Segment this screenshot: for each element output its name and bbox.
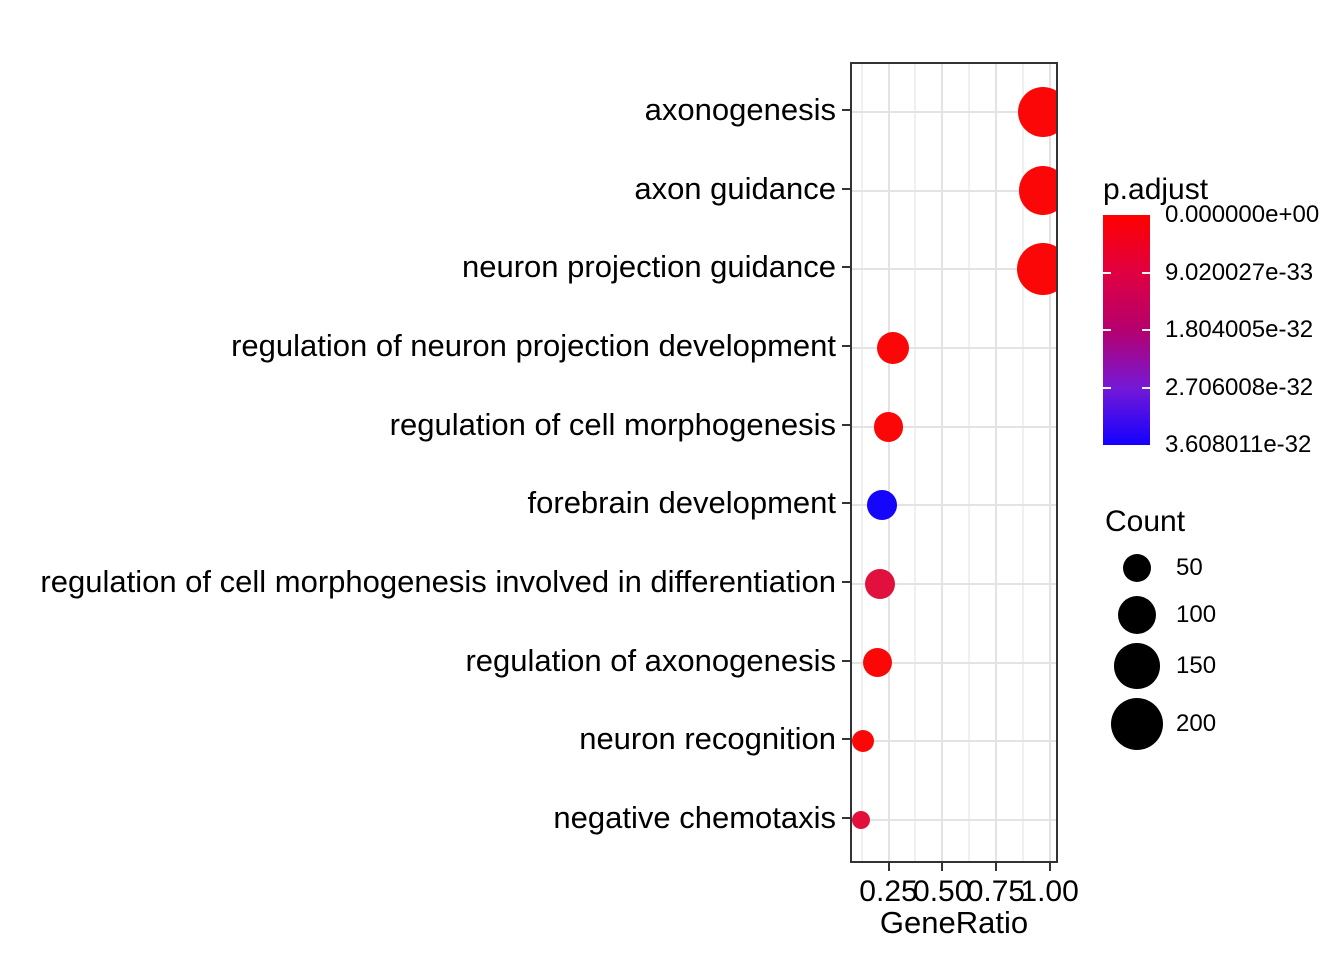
colorbar-label-4: 3.608011e-32 (1165, 431, 1312, 458)
gridline-minor-x (860, 64, 863, 861)
gridline-major-y (852, 346, 1056, 349)
padjust-colorbar (1103, 215, 1150, 445)
dot-axon-guidance (1019, 166, 1056, 215)
x-tick-mark (1048, 863, 1051, 871)
gridline-major-x (994, 64, 997, 861)
gridline-major-y (852, 582, 1056, 585)
y-tick-mark (842, 816, 850, 819)
gridline-minor-x (1021, 64, 1024, 861)
x-tick-mark (941, 863, 944, 871)
count-legend-label-200: 200 (1176, 710, 1217, 737)
y-tick-mark (842, 580, 850, 583)
plot-area (852, 64, 1056, 861)
y-tick-mark (842, 659, 850, 662)
y-tick-mark (842, 266, 850, 269)
gridline-major-x (887, 64, 890, 861)
dot-regulation-of-cell-morphogenesis-involved-in-differentiation (864, 569, 895, 599)
colorbar-label-2: 1.804005e-32 (1165, 316, 1314, 343)
count-legend-circle-200 (1110, 697, 1164, 751)
x-tick-label-0.75: 0.75 (966, 875, 1026, 908)
gridline-major-x (941, 64, 944, 861)
gridline-major-y (852, 818, 1056, 821)
y-tick-label-regulation-of-neuron-projection-development: regulation of neuron projection developm… (231, 327, 836, 363)
count-legend-label-50: 50 (1176, 554, 1203, 581)
gridline-major-y (852, 425, 1056, 428)
y-tick-label-forebrain-development: forebrain development (527, 485, 836, 521)
size-legend-title: Count (1105, 505, 1186, 538)
colorbar-label-0: 0.000000e+00 (1165, 201, 1320, 228)
colorbar-label-1: 9.020027e-33 (1165, 258, 1314, 286)
y-tick-label-axon-guidance: axon guidance (634, 170, 836, 206)
gridline-major-y (852, 661, 1056, 664)
x-tick-mark (887, 863, 890, 871)
dot-regulation-of-neuron-projection-development (876, 331, 909, 364)
y-tick-mark (842, 738, 850, 741)
colorbar-label-3: 2.706008e-32 (1165, 373, 1314, 401)
x-tick-label-0.25: 0.25 (859, 875, 918, 908)
x-axis-title: GeneRatio (879, 905, 1029, 940)
dot-forebrain-development (867, 490, 897, 521)
gridline-minor-x (968, 64, 971, 861)
count-legend-label-100: 100 (1176, 601, 1217, 628)
y-tick-mark (842, 423, 850, 426)
count-legend-circle-50 (1122, 553, 1151, 582)
colorbar-tick-left (1103, 329, 1111, 331)
gridline-major-y (852, 189, 1056, 192)
gridline-minor-x (914, 64, 917, 861)
dot-regulation-of-cell-morphogenesis (873, 411, 904, 442)
gridline-major-y (852, 111, 1056, 113)
gridline-major-y (852, 740, 1056, 743)
count-legend-label-150: 150 (1176, 652, 1217, 679)
dot-neuron-recognition (852, 730, 874, 753)
x-tick-mark (994, 863, 997, 871)
x-tick-label-1.00: 1.00 (1020, 875, 1079, 908)
y-tick-label-regulation-of-cell-morphogenesis: regulation of cell morphogenesis (389, 406, 836, 442)
count-legend-circle-150 (1114, 643, 1160, 689)
x-tick-label-0.50: 0.50 (913, 875, 972, 908)
gridline-major-y (852, 268, 1056, 271)
y-tick-mark (842, 344, 850, 347)
colorbar-tick-right (1142, 271, 1150, 274)
colorbar-tick-left (1103, 271, 1111, 274)
plot-panel (850, 62, 1058, 863)
count-legend-circle-100 (1118, 596, 1156, 634)
gridline-major-x (1048, 64, 1051, 861)
y-tick-label-axonogenesis: axonogenesis (644, 92, 836, 127)
y-tick-label-neuron-projection-guidance: neuron projection guidance (462, 249, 836, 285)
dot-regulation-of-axonogenesis (863, 648, 893, 678)
colorbar-tick-right (1142, 386, 1150, 389)
dot-negative-chemotaxis (852, 810, 870, 829)
y-tick-mark (842, 502, 850, 505)
y-tick-label-regulation-of-cell-morphogenesis-involved-in-differentiation: regulation of cell morphogenesis involve… (40, 563, 836, 599)
y-tick-mark (842, 109, 850, 111)
y-tick-label-regulation-of-axonogenesis: regulation of axonogenesis (465, 642, 836, 678)
y-tick-label-negative-chemotaxis: negative chemotaxis (553, 799, 836, 835)
y-tick-mark (842, 187, 850, 190)
dot-neuron-projection-guidance (1017, 243, 1056, 296)
colorbar-tick-left (1103, 386, 1111, 389)
colorbar-tick-right (1142, 329, 1150, 331)
gridline-major-y (852, 504, 1056, 507)
y-tick-label-neuron-recognition: neuron recognition (579, 721, 836, 757)
color-legend-title: p.adjust (1103, 173, 1209, 206)
dot-axonogenesis (1018, 86, 1056, 138)
